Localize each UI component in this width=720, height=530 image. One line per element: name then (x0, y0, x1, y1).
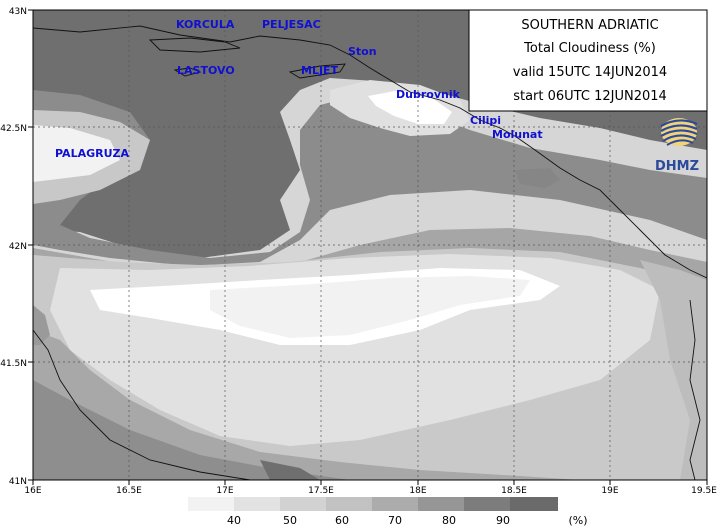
legend-label: 50 (283, 514, 297, 527)
lat-label: 43N (9, 7, 27, 17)
place-label-lastovo: LASTOVO (177, 64, 235, 77)
title-line-1: SOUTHERN ADRIATIC (521, 18, 658, 33)
lat-labels: 43N 42.5N 42N 41.5N 41N (0, 7, 27, 487)
place-label-mljet: MLJET (301, 64, 339, 77)
cloud-zone-80 (33, 90, 707, 266)
legend-swatch (464, 497, 510, 511)
albanian-coast (689, 299, 701, 480)
legend-label: 80 (442, 514, 456, 527)
island-korcula (148, 37, 241, 53)
cloud-zone-80-italy (33, 380, 350, 480)
place-label-peljesac: PELJESAC (262, 18, 321, 31)
lon-label: 19E (601, 486, 618, 496)
place-label-dubrovnik: Dubrovnik (396, 88, 461, 101)
graticule (33, 10, 707, 480)
lat-label: 41N (9, 477, 27, 487)
legend-swatch (372, 497, 418, 511)
legend-swatch (188, 497, 234, 511)
cloud-zone-lt40-south-2 (210, 276, 530, 338)
lat-label: 41.5N (0, 359, 27, 369)
cloud-zone-lt40-palagruza (33, 125, 120, 182)
dhmz-logo-text: DHMZ (655, 159, 699, 174)
dhmz-logo: DHMZ (655, 118, 699, 174)
lon-label: 18.5E (501, 486, 527, 496)
place-label-molunat: Molunat (492, 128, 543, 141)
cloud-zone-80-albania (515, 168, 560, 188)
legend-label: 40 (227, 514, 241, 527)
island-mljet (288, 63, 346, 79)
legend-swatch (510, 497, 558, 511)
legend-label: 90 (496, 514, 510, 527)
lon-label: 16.5E (116, 486, 142, 496)
place-label-cilipi: Cilipi (470, 114, 501, 127)
legend-label: 70 (388, 514, 402, 527)
colorbar-legend: 40 50 60 70 80 90 (%) (188, 497, 588, 527)
legend-swatch (326, 497, 372, 511)
coastlines (33, 25, 707, 480)
place-label-palagruza: PALAGRUZA (55, 147, 129, 160)
lon-labels: 16E 16.5E 17E 17.5E 18E 18.5E 19E 19.5E (24, 486, 717, 496)
island-lastovo (173, 67, 202, 77)
title-box: SOUTHERN ADRIATIC Total Cloudiness (%) v… (468, 9, 708, 112)
title-line-3: valid 15UTC 14JUN2014 (513, 65, 667, 80)
lat-label: 42.5N (0, 124, 27, 134)
title-line-4: start 06UTC 12JUN2014 (513, 89, 667, 104)
legend-swatch (418, 497, 464, 511)
lon-label: 18E (409, 486, 426, 496)
lon-label: 16E (24, 486, 41, 496)
croatian-coast (33, 25, 707, 279)
place-label-ston: Ston (348, 45, 377, 58)
lat-label: 42N (9, 242, 27, 252)
cloud-zone-90-italy (260, 460, 320, 480)
legend-unit: (%) (568, 514, 587, 527)
lon-label: 17.5E (308, 486, 334, 496)
axis-ticks (28, 9, 708, 485)
cloud-zone-60-albania (640, 260, 707, 480)
dhmz-emblem-icon (660, 118, 698, 146)
cloud-zone-70-italy (33, 330, 580, 480)
lon-label: 19.5E (691, 486, 717, 496)
cloud-zone-lt40-dubrovnik-core (368, 90, 452, 124)
legend-swatch (280, 497, 326, 511)
lon-label: 17E (216, 486, 233, 496)
legend-label: 60 (335, 514, 349, 527)
place-label-korcula: KORCULA (176, 18, 235, 31)
italian-coast (33, 329, 251, 480)
place-labels: KORCULA PELJESAC Ston LASTOVO MLJET Dubr… (55, 18, 543, 160)
title-line-2: Total Cloudiness (%) (523, 41, 656, 56)
legend-swatch (234, 497, 280, 511)
